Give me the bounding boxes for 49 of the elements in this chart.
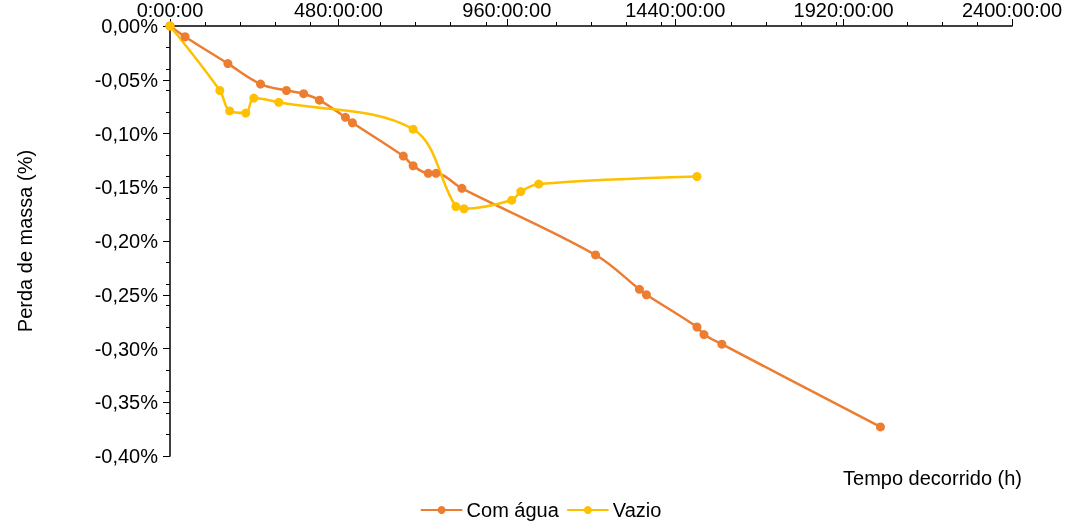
- x-tick-label: 960:00:00: [462, 0, 552, 21]
- x-tick-label: 2400:00:00: [961, 0, 1063, 21]
- point: [241, 108, 251, 118]
- point: [281, 86, 291, 95]
- point: [641, 290, 651, 300]
- point: [516, 187, 526, 197]
- point: [340, 112, 350, 122]
- point: [534, 179, 544, 189]
- point: [507, 195, 517, 205]
- x-axis-title: Tempo decorrido (h): [843, 467, 1022, 489]
- point: [223, 59, 233, 69]
- point: [225, 106, 235, 116]
- x-tick-label: 480:00:00: [293, 0, 383, 21]
- legend-label: Vazio: [612, 499, 662, 521]
- x-tick-label: 1440:00:00: [625, 0, 726, 21]
- legend-label: Com água: [466, 499, 560, 521]
- point: [180, 32, 190, 42]
- point: [215, 86, 225, 95]
- point: [875, 422, 885, 432]
- y-tick-label: -0,10%: [94, 122, 159, 145]
- y-tick-label: -0,25%: [94, 283, 159, 306]
- point: [314, 95, 324, 105]
- point: [692, 322, 702, 332]
- y-tick-label: -0,20%: [94, 230, 159, 252]
- point: [347, 118, 357, 128]
- point: [451, 202, 461, 212]
- point: [692, 172, 702, 181]
- point: [423, 168, 433, 178]
- y-axis-title: Perda de massa (%): [14, 149, 36, 333]
- y-tick-label: -0,15%: [94, 176, 159, 199]
- point: [256, 79, 266, 89]
- point: [457, 183, 467, 193]
- point: [591, 250, 601, 260]
- x-tick-label: 1920:00:00: [793, 0, 894, 21]
- y-tick-label: -0,05%: [94, 68, 159, 91]
- point: [408, 161, 418, 171]
- point: [699, 330, 709, 340]
- point: [634, 284, 644, 294]
- point: [408, 124, 418, 134]
- y-tick-label: -0,30%: [94, 337, 159, 360]
- point: [717, 339, 727, 349]
- point: [431, 168, 441, 178]
- point: [299, 89, 309, 99]
- point: [459, 204, 469, 214]
- point: [249, 93, 259, 103]
- y-tick-label: -0,40%: [94, 445, 159, 467]
- point: [398, 151, 408, 161]
- y-tick-label: -0,35%: [94, 391, 159, 414]
- point: [274, 97, 284, 107]
